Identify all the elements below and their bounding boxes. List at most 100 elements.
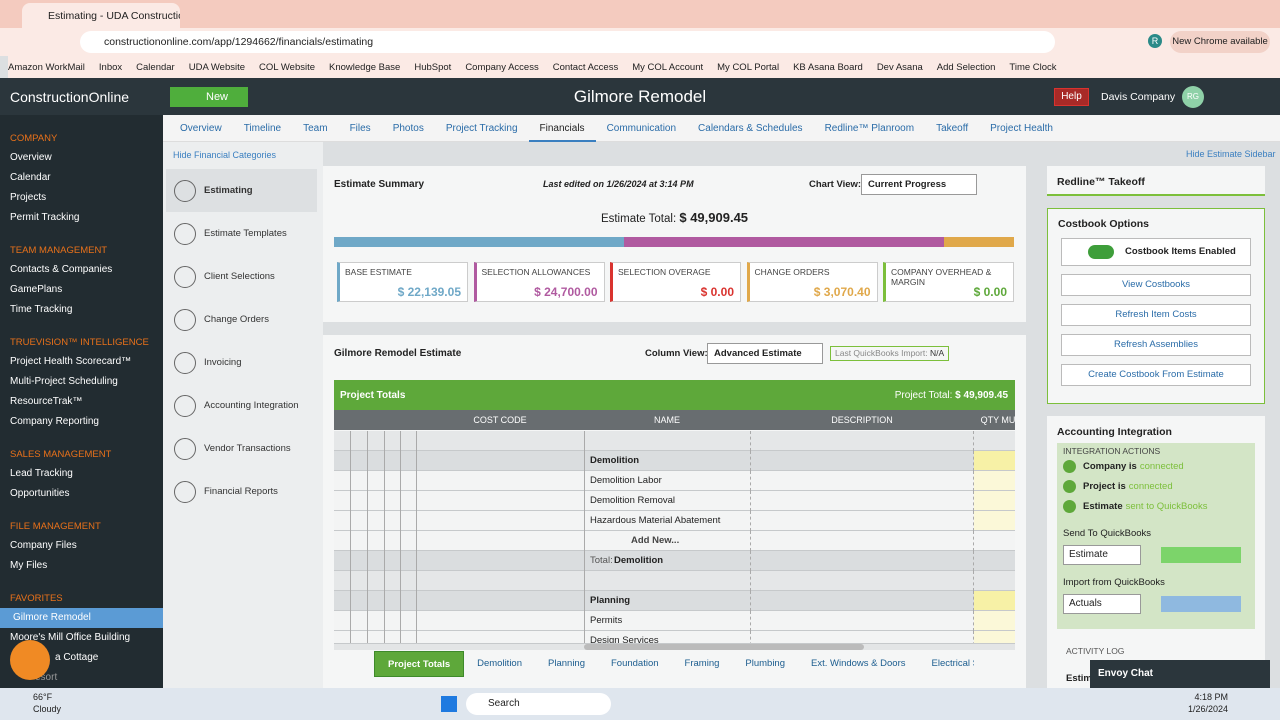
start-button[interactable] xyxy=(441,696,457,712)
sidebar-item[interactable]: Permit Tracking xyxy=(10,212,80,223)
column-view-select[interactable]: Advanced Estimate xyxy=(707,343,823,364)
nav-item[interactable]: Photos xyxy=(392,122,424,134)
hide-sidebar[interactable]: Hide Estimate Sidebar xyxy=(1186,149,1276,159)
hide-categories[interactable]: Hide Financial Categories xyxy=(173,150,277,160)
sidebar-item[interactable]: Project Health Scorecard™ xyxy=(10,356,132,367)
sidebar-item[interactable]: a Cottage xyxy=(55,652,99,663)
cell-border xyxy=(350,531,351,551)
sidebar-item[interactable]: Overview xyxy=(10,152,52,163)
card-amount: $ 24,700.00 xyxy=(534,285,598,299)
financial-menu-item[interactable]: Estimate Templates xyxy=(166,212,317,255)
sidebar-item[interactable]: Company Files xyxy=(10,540,77,551)
import-button[interactable] xyxy=(1161,596,1241,612)
sidebar-item[interactable]: Projects xyxy=(10,192,47,203)
estimate-tab[interactable]: Plumbing xyxy=(745,658,785,669)
send-select[interactable]: Estimate xyxy=(1063,545,1141,565)
nav-item[interactable]: Project Health xyxy=(990,122,1053,134)
chart-view-select[interactable]: Current Progress xyxy=(861,174,977,195)
financial-menu-item[interactable]: Change Orders xyxy=(166,298,317,341)
nav-item[interactable]: Calendars & Schedules xyxy=(698,122,803,134)
nav-item[interactable]: Timeline xyxy=(243,122,282,134)
sidebar-item[interactable]: Time Tracking xyxy=(10,304,73,315)
sidebar-item[interactable]: Company Reporting xyxy=(10,416,99,427)
nav-item[interactable]: Financials xyxy=(528,115,596,142)
costbook-button[interactable]: View Costbooks xyxy=(1061,274,1251,296)
bookmark[interactable]: Company Access xyxy=(465,61,539,73)
bookmark[interactable]: Dev Asana xyxy=(876,61,923,73)
estimate-tab[interactable]: Ext. Windows & Doors xyxy=(811,658,906,669)
sidebar-item[interactable]: Calendar xyxy=(10,172,51,183)
bookmark[interactable]: Calendar xyxy=(136,61,175,73)
financial-menu-item[interactable]: Accounting Integration xyxy=(166,384,317,427)
sidebar-item[interactable]: esort xyxy=(35,672,58,683)
nav-item[interactable]: Redline™ Planroom xyxy=(824,122,915,134)
nav-item[interactable]: Takeoff xyxy=(936,122,969,134)
cell-border xyxy=(400,611,401,631)
toggle-switch[interactable] xyxy=(1088,245,1114,259)
financial-menu-item[interactable]: Client Selections xyxy=(166,255,317,298)
browser-tab[interactable]: Estimating - UDA Construction... xyxy=(22,3,180,28)
sidebar-item[interactable]: Moore's Mill Office Building xyxy=(10,632,131,643)
cell-border xyxy=(350,591,351,611)
bookmark[interactable]: Time Clock xyxy=(1009,61,1057,73)
sidebar-item[interactable]: Opportunities xyxy=(10,488,70,499)
sidebar-item[interactable]: Multi-Project Scheduling xyxy=(10,376,118,387)
cell-border xyxy=(400,491,401,511)
estimate-tab[interactable]: Planning xyxy=(548,658,585,669)
bookmark[interactable]: UDA Website xyxy=(188,61,246,73)
costbook-button[interactable]: Create Costbook From Estimate xyxy=(1061,364,1251,386)
update-button[interactable]: New Chrome available xyxy=(1170,31,1270,53)
company[interactable]: Davis Company xyxy=(1101,91,1176,103)
cell-border xyxy=(367,591,368,611)
nav-item[interactable]: Overview xyxy=(180,122,222,134)
sidebar-item[interactable]: My Files xyxy=(10,560,48,571)
bookmark[interactable]: Inbox xyxy=(98,61,123,73)
financial-menu-item[interactable]: Estimating xyxy=(166,169,317,212)
bookmark[interactable]: My COL Portal xyxy=(717,61,780,73)
estimate-tab[interactable]: Foundation xyxy=(611,658,659,669)
accounting-title: Accounting Integration xyxy=(1057,426,1172,438)
financial-menu-item[interactable]: Financial Reports xyxy=(166,470,317,513)
project-title[interactable]: Gilmore Remodel xyxy=(573,87,707,106)
bookmark[interactable]: Knowledge Base xyxy=(329,61,401,73)
costbook-button[interactable]: Refresh Assemblies xyxy=(1061,334,1251,356)
help-button[interactable]: Help xyxy=(1054,88,1089,106)
total-label: Estimate Total: xyxy=(600,213,677,225)
new-button[interactable]: New xyxy=(170,87,248,107)
bookmark[interactable]: COL Website xyxy=(259,61,316,73)
nav-item[interactable]: Files xyxy=(349,122,371,134)
sidebar-item[interactable]: Lead Tracking xyxy=(10,468,73,479)
url-field[interactable]: constructiononline.com/app/1294662/finan… xyxy=(80,31,1055,53)
send-button[interactable] xyxy=(1161,547,1241,563)
sidebar-item[interactable]: GamePlans xyxy=(10,284,63,295)
bookmark[interactable]: Amazon WorkMail xyxy=(8,61,85,73)
estimate-tab[interactable]: Framing xyxy=(684,658,720,669)
estimate-tab[interactable]: Project Totals xyxy=(374,651,465,677)
nav-item[interactable]: Team xyxy=(303,122,328,134)
cell-border xyxy=(973,491,974,511)
chat-bubble[interactable] xyxy=(10,640,50,680)
takeoff-header[interactable]: Redline™ Takeoff xyxy=(1047,166,1265,196)
financial-menu-item[interactable]: Invoicing xyxy=(166,341,317,384)
avatar[interactable]: RG xyxy=(1182,86,1204,108)
costbook-button[interactable]: Refresh Item Costs xyxy=(1061,304,1251,326)
sidebar-item[interactable]: Contacts & Companies xyxy=(10,264,113,275)
envoy-chat[interactable]: Envoy Chat xyxy=(1090,660,1270,688)
sidebar-item[interactable]: ResourceTrak™ xyxy=(10,396,83,407)
nav-item[interactable]: Communication xyxy=(606,122,677,134)
estimate-tab[interactable]: Demolition xyxy=(477,658,523,669)
financial-menu-item[interactable]: Vendor Transactions xyxy=(166,427,317,470)
sidebar-item[interactable]: Gilmore Remodel xyxy=(0,608,163,628)
bookmark[interactable]: Contact Access xyxy=(552,61,619,73)
profile[interactable]: R xyxy=(1148,34,1162,48)
bookmark[interactable]: Add Selection xyxy=(936,61,996,73)
import-select[interactable]: Actuals xyxy=(1063,594,1141,614)
costbook-toggle[interactable]: Costbook Items Enabled xyxy=(1061,238,1251,266)
estimate-tab[interactable]: Electrical Systems xyxy=(931,658,975,669)
bookmark[interactable]: My COL Account xyxy=(632,61,704,73)
bookmark[interactable]: HubSpot xyxy=(414,61,452,73)
search-box[interactable]: Search xyxy=(466,693,611,715)
cell-border xyxy=(384,491,385,511)
nav-item[interactable]: Project Tracking xyxy=(445,122,518,134)
bookmark[interactable]: KB Asana Board xyxy=(793,61,863,73)
